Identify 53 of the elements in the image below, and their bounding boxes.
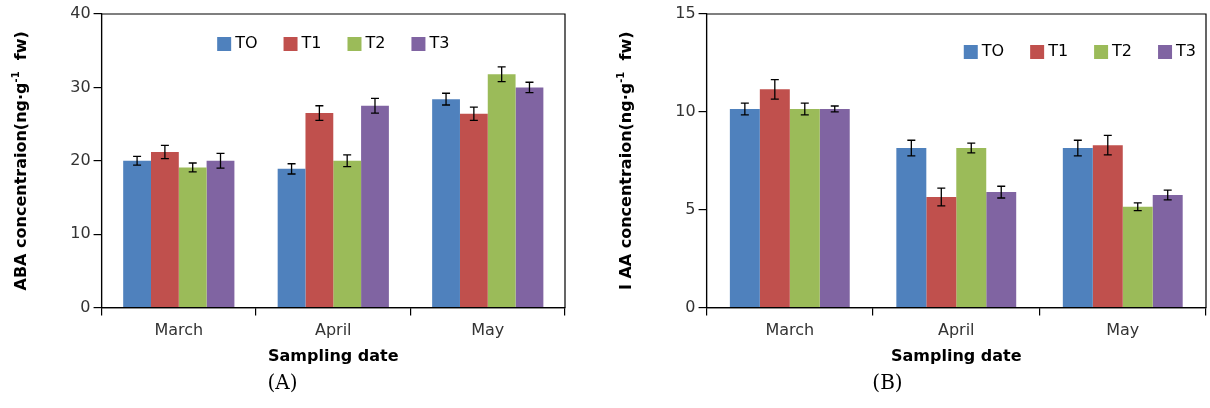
bar: [789, 108, 820, 307]
bar: [178, 167, 207, 307]
bar: [759, 89, 790, 307]
bar: [487, 74, 516, 307]
legend-label: T3: [1175, 41, 1196, 61]
y-tick-label: 40: [70, 3, 91, 23]
y-tick-label: 10: [675, 101, 696, 121]
legend-label: TO: [980, 41, 1005, 61]
legend-label: T2: [1111, 41, 1133, 61]
text: (A): [267, 370, 298, 394]
bar: [459, 113, 488, 307]
y-axis-title: ABA concentraion(ng·g-1 fw): [9, 31, 31, 291]
x-tick-label: March: [154, 320, 204, 340]
y-tick-label: 0: [80, 296, 91, 316]
bar: [926, 197, 957, 307]
x-axis-title: Sampling date: [890, 345, 1022, 365]
bar: [123, 160, 151, 307]
y-tick-label: 0: [685, 296, 696, 316]
y-tick-label: 10: [70, 223, 91, 243]
bar: [432, 99, 460, 307]
bar: [361, 105, 389, 307]
x-tick-label: May: [1106, 320, 1140, 340]
bar: [1062, 148, 1093, 307]
y-axis-title: I AA concentraion(ng·g-1 fw): [614, 31, 636, 291]
legend-label: T2: [364, 33, 386, 53]
bar: [986, 192, 1017, 307]
text: (B): [872, 370, 903, 394]
bar: [305, 113, 334, 307]
y-tick-label: 15: [675, 3, 696, 23]
bar: [1122, 206, 1153, 307]
legend-label: T1: [300, 33, 322, 53]
bar: [819, 108, 850, 307]
bar: [206, 160, 235, 307]
bar: [333, 160, 362, 307]
bar: [1152, 195, 1183, 307]
legend-label: T1: [1047, 41, 1069, 61]
x-tick-label: March: [765, 320, 815, 340]
legend-label: T3: [428, 33, 450, 53]
bar: [1092, 145, 1123, 307]
x-tick-label: April: [314, 320, 352, 340]
bar: [956, 148, 987, 307]
legend-label: TO: [234, 33, 258, 53]
y-tick-label: 30: [70, 76, 91, 96]
x-tick-label: April: [937, 320, 975, 340]
bar: [277, 168, 306, 307]
x-tick-label: May: [471, 320, 505, 340]
bar: [150, 151, 179, 307]
bar: [515, 87, 544, 307]
x-axis-title: Sampling date: [267, 345, 399, 365]
bar: [896, 148, 927, 307]
y-tick-label: 5: [685, 198, 696, 218]
bar: [729, 108, 760, 307]
y-tick-label: 20: [70, 149, 91, 169]
